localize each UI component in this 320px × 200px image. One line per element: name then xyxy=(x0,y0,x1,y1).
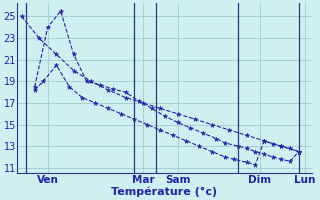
X-axis label: Température (°c): Température (°c) xyxy=(111,186,218,197)
